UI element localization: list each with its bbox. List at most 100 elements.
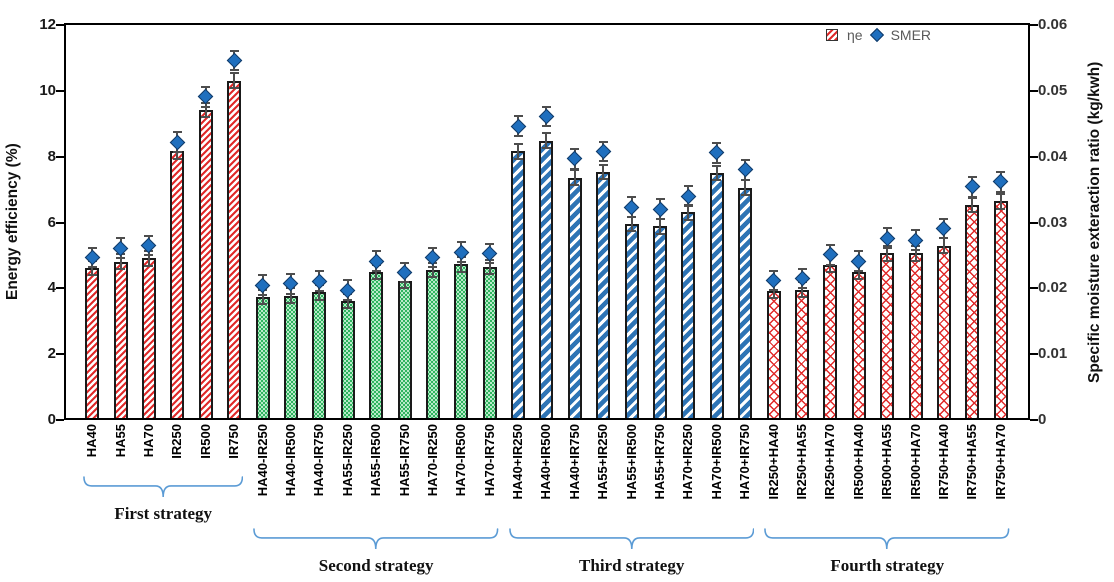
bar-slot: [390, 23, 418, 418]
eta-bar: [709, 172, 724, 418]
category-label-slot: IR750+HA70: [987, 424, 1015, 528]
error-bar-cap: [513, 143, 523, 146]
strategy-label: Third strategy: [579, 556, 685, 575]
category-label: HA70: [140, 424, 156, 458]
eta-bar: [340, 301, 355, 418]
smer-point: [992, 173, 1009, 190]
smer-point: [311, 273, 328, 289]
category-label: HA40-IR750: [311, 424, 327, 497]
error-bar: [914, 246, 917, 261]
error-bar: [659, 219, 662, 234]
category-label-slot: IR500+HA55: [873, 424, 901, 528]
category-label: HA70-IR750: [481, 424, 497, 497]
group-brace: [78, 476, 248, 502]
right-axis-title: Specific moisture exteraction ratio (kg/…: [1086, 61, 1103, 383]
category-label: HA70-IR500: [453, 424, 469, 497]
category-label: IR750+HA40: [935, 424, 951, 500]
bar-slot: [617, 23, 645, 418]
eta-bar: [397, 281, 412, 418]
smer-point: [339, 282, 356, 299]
group-brace: [504, 528, 760, 554]
right-tick-mark: [1030, 221, 1038, 224]
error-bar-cap: [570, 183, 580, 186]
error-bar-cap: [258, 293, 268, 296]
category-label: HA55-IR750: [396, 424, 412, 497]
left-tick-mark: [56, 419, 64, 421]
category-label: IR500+HA55: [879, 424, 895, 500]
category-label: IR500: [197, 424, 213, 459]
error-bar: [886, 246, 889, 261]
category-labels-row: HA40-IR250 HA40-IR500 HA40-IR750 HA55-IR250…: [248, 424, 504, 528]
error-bar-cap: [769, 269, 779, 272]
smer-point: [822, 246, 839, 263]
eta-bar: [681, 212, 696, 418]
group-brace: [759, 528, 1015, 554]
error-bar-cap: [740, 158, 750, 161]
right-tick-mark: [1030, 24, 1038, 26]
category-label-slot: HA70+IR250: [674, 424, 702, 528]
right-tick-label: 0.06: [1038, 16, 1068, 33]
error-bar-cap: [201, 85, 211, 88]
bar-slot: [816, 23, 844, 418]
error-bar-cap: [400, 261, 409, 264]
eta-bar: [596, 171, 611, 418]
error-bar-cap: [911, 229, 921, 232]
error-bar-cap: [116, 237, 126, 240]
category-label-slot: HA70: [135, 424, 163, 476]
eta-bar: [624, 223, 639, 418]
left-tick-label: 2: [47, 345, 56, 363]
error-bar-cap: [825, 263, 835, 266]
error-bar-cap: [286, 292, 296, 295]
eta-bar: [738, 187, 753, 418]
smer-point: [936, 220, 952, 237]
category-label: IR250+HA70: [822, 424, 838, 500]
error-bar-cap: [882, 259, 892, 262]
category-label: IR250: [169, 424, 185, 459]
category-label: IR750+HA70: [992, 424, 1008, 500]
error-bar-cap: [229, 49, 239, 52]
left-tick-mark: [56, 24, 64, 26]
error-bar: [233, 73, 236, 88]
category-label: IR750: [226, 424, 242, 459]
category-label: HA40+IR500: [538, 424, 554, 500]
smer-point: [765, 272, 782, 289]
eta-bar: [283, 295, 298, 418]
right-tick-label: 0.02: [1038, 279, 1068, 297]
bar-slot: [845, 23, 873, 418]
category-label-slot: HA55+IR250: [589, 424, 617, 528]
category-label: HA40-IR250: [254, 424, 270, 497]
error-bar-cap: [598, 140, 608, 143]
category-label: HA40+IR250: [510, 424, 526, 500]
error-bar: [517, 144, 520, 159]
smer-point: [680, 188, 697, 204]
category-label-slot: HA70+IR500: [703, 424, 731, 528]
error-bar-cap: [712, 141, 722, 144]
eta-bar: [113, 261, 128, 418]
right-tick-mark: [1030, 89, 1038, 92]
eta-bar: [795, 289, 810, 418]
error-bar-cap: [598, 160, 608, 163]
bar-slot: [646, 23, 674, 418]
bar-slot: [788, 23, 816, 418]
smer-point: [538, 108, 555, 125]
bar-slot: [106, 23, 134, 418]
error-bar-cap: [683, 218, 693, 221]
error-bar: [289, 288, 292, 303]
smer-point: [396, 264, 413, 281]
left-tick-label: 10: [39, 81, 56, 99]
left-tick-label: 6: [47, 213, 56, 231]
error-bar-cap: [683, 185, 693, 188]
error-bar-cap: [172, 131, 182, 134]
error-bar-cap: [797, 295, 807, 298]
right-tick-mark: [1030, 419, 1038, 421]
smer-point: [652, 201, 668, 218]
error-bar: [715, 165, 718, 181]
strategy-group-bars: [78, 23, 248, 418]
error-bar-cap: [513, 135, 523, 138]
error-bar: [999, 194, 1002, 209]
error-bar-cap: [996, 207, 1006, 210]
error-bar-cap: [456, 260, 466, 263]
eta-bar: [312, 292, 327, 418]
eta-bar: [880, 253, 895, 418]
bar-slot: [674, 23, 702, 418]
